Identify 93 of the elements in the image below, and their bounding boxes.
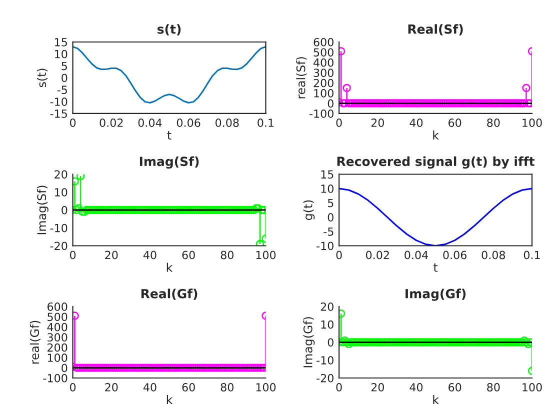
x-axis-title: k: [166, 395, 173, 404]
x-tick-label: 0.08: [216, 118, 239, 127]
y-tick-label: -10: [316, 356, 334, 365]
x-tick-label: 0: [70, 383, 76, 392]
y-tick-label: -100: [310, 109, 334, 118]
x-tick-label: 40: [143, 383, 156, 392]
y-tick-label: -5: [57, 86, 67, 94]
x-tick-label: 80: [487, 383, 500, 392]
x-tick-label: 20: [105, 250, 118, 260]
chart-title: Imag(Sf): [140, 156, 199, 169]
x-tick-label: 100: [522, 383, 542, 392]
x-tick-label: 0.04: [138, 118, 162, 127]
y-tick-label: 500: [48, 312, 68, 322]
x-tick-label: 0.06: [443, 250, 466, 260]
y-tick-label: 5: [62, 62, 67, 70]
y-tick-label: 10: [321, 184, 334, 193]
chart-title: Real(Gf): [141, 288, 198, 300]
x-tick-label: 100: [522, 118, 542, 127]
y-axis-title: Imag(Gf): [303, 317, 315, 368]
y-tick-label: -20: [316, 374, 334, 382]
y-tick-label: 0: [62, 206, 68, 214]
x-tick-label: 0.1: [524, 250, 540, 260]
chart-title: s(t): [157, 24, 181, 36]
x-tick-label: 100: [256, 383, 276, 392]
y-tick-label: -100: [43, 374, 68, 382]
chart-title: Real(Sf): [408, 24, 463, 36]
x-tick-label: 0.02: [366, 250, 389, 260]
x-tick-label: 0: [336, 250, 342, 260]
x-tick-label: 80: [220, 250, 234, 260]
y-tick-label: 300: [314, 68, 334, 78]
x-tick-label: 0.08: [482, 250, 506, 260]
x-tick-label: 0.06: [176, 118, 200, 127]
y-tick-label: 10: [55, 188, 68, 197]
y-tick-label: -10: [50, 98, 68, 106]
x-tick-label: 80: [220, 383, 234, 392]
chart-title: Imag(Gf): [406, 288, 466, 301]
y-tick-label: -5: [324, 228, 334, 236]
y-tick-label: 0: [62, 74, 68, 82]
y-axis-title: Imag(Sf): [36, 186, 48, 234]
x-tick-label: 0: [70, 118, 76, 127]
x-tick-label: 20: [371, 118, 384, 127]
x-tick-label: 0.02: [100, 118, 123, 127]
y-tick-label: 600: [48, 302, 68, 311]
x-tick-label: 0: [336, 383, 342, 392]
y-tick-label: 500: [314, 48, 334, 57]
y-tick-label: 10: [55, 50, 68, 58]
y-tick-label: 0: [328, 213, 334, 222]
x-tick-label: 40: [410, 118, 423, 127]
x-tick-label: 0.1: [258, 118, 274, 127]
y-tick-label: 5: [328, 198, 334, 208]
chart-title: Recovered signal g(t) by ifft: [337, 156, 535, 169]
x-tick-label: 60: [448, 118, 462, 127]
x-tick-label: 60: [182, 383, 195, 392]
y-tick-label: -20: [50, 242, 68, 250]
y-tick-label: 0: [62, 364, 68, 372]
y-tick-label: 400: [47, 322, 68, 332]
x-axis-title: k: [166, 262, 173, 272]
y-tick-label: 0: [328, 99, 334, 108]
y-tick-label: 100: [314, 89, 334, 98]
y-axis-title: real(Sf): [296, 57, 307, 98]
y-tick-label: 15: [55, 38, 67, 46]
y-tick-label: -15: [50, 110, 67, 118]
y-tick-label: 20: [320, 302, 334, 311]
y-tick-label: -10: [316, 242, 334, 250]
x-tick-label: 20: [105, 383, 118, 392]
y-tick-label: 100: [48, 354, 68, 362]
x-axis-title: t: [167, 131, 172, 140]
x-axis-title: k: [433, 130, 439, 140]
x-tick-label: 20: [371, 383, 384, 392]
y-axis-title: real(Gf): [30, 320, 40, 364]
y-axis-title: s(t): [36, 68, 48, 88]
x-tick-label: 80: [487, 118, 500, 127]
x-tick-label: 40: [143, 250, 156, 260]
x-tick-label: 40: [410, 383, 423, 392]
y-tick-label: 10: [321, 320, 334, 329]
y-tick-label: 0: [328, 338, 334, 347]
y-tick-label: 600: [314, 38, 334, 46]
x-axis-title: t: [434, 263, 438, 272]
x-tick-label: 0: [336, 118, 342, 127]
y-tick-label: 400: [314, 58, 334, 67]
y-tick-label: 300: [48, 333, 68, 342]
y-tick-label: -10: [50, 224, 68, 232]
x-axis-title: k: [433, 395, 439, 404]
x-tick-label: 0.04: [404, 250, 428, 260]
x-tick-label: 100: [256, 250, 276, 260]
y-tick-label: 15: [321, 170, 334, 179]
x-tick-label: 0: [70, 250, 76, 260]
y-tick-label: 200: [314, 78, 334, 88]
y-tick-label: 200: [48, 343, 68, 352]
y-axis-title: g(t): [303, 200, 315, 220]
x-tick-label: 60: [182, 250, 195, 260]
y-tick-label: 20: [54, 170, 68, 179]
x-tick-label: 60: [448, 383, 462, 392]
